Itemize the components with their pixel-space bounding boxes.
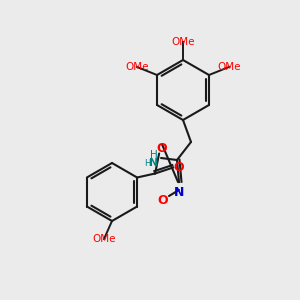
Text: O: O: [157, 142, 167, 155]
Text: O: O: [174, 161, 184, 174]
Text: N: N: [174, 186, 184, 199]
Text: OMe: OMe: [125, 62, 149, 72]
Text: O: O: [158, 194, 168, 206]
Text: H: H: [144, 158, 150, 167]
Text: H: H: [150, 150, 158, 160]
Text: OMe: OMe: [92, 234, 116, 244]
Text: OMe: OMe: [171, 37, 195, 47]
Text: N: N: [149, 158, 159, 168]
Text: OMe: OMe: [217, 62, 241, 72]
